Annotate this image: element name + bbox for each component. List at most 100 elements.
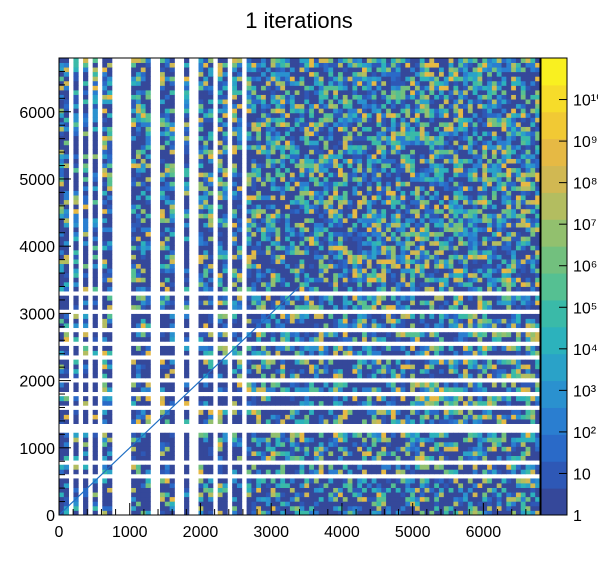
heatmap-cell	[453, 249, 459, 255]
heatmap-cell	[246, 437, 252, 443]
heatmap-cell	[501, 373, 507, 379]
heatmap-cell	[107, 240, 113, 246]
heatmap-cell	[328, 231, 334, 237]
heatmap-cell	[251, 295, 257, 301]
heatmap-cell	[289, 222, 296, 228]
heatmap-cell	[515, 496, 522, 502]
heatmap-cell	[294, 501, 300, 507]
heatmap-cell	[424, 227, 430, 233]
heatmap-cell	[140, 373, 146, 379]
heatmap-cell	[323, 400, 329, 406]
heatmap-cell	[467, 286, 474, 292]
heatmap-cell	[222, 300, 228, 306]
heatmap-cell	[511, 295, 517, 301]
heatmap-cell	[59, 441, 65, 447]
heatmap-cell	[246, 222, 252, 228]
heatmap-cell	[515, 345, 522, 351]
heatmap-cell	[530, 464, 536, 470]
heatmap-cell	[59, 464, 65, 470]
heatmap-cell	[236, 478, 243, 484]
heatmap-cell	[145, 469, 151, 475]
heatmap-cell	[304, 492, 310, 498]
heatmap-cell	[491, 414, 498, 420]
heatmap-cell	[222, 263, 228, 269]
heatmap-cell	[347, 496, 353, 502]
heatmap-cell	[453, 414, 459, 420]
heatmap-cell	[333, 277, 339, 283]
heatmap-cell	[232, 208, 238, 214]
heatmap-cell	[496, 268, 502, 274]
heatmap-cell	[140, 483, 146, 488]
heatmap-cell	[261, 487, 267, 493]
heatmap-cell	[208, 249, 214, 255]
heatmap-cell	[366, 368, 373, 374]
heatmap-cell	[371, 190, 377, 196]
heatmap-cell	[448, 373, 454, 379]
heatmap-cell	[386, 236, 392, 242]
heatmap-cell	[448, 505, 454, 511]
heatmap-cell	[299, 501, 305, 507]
heatmap-cell	[352, 501, 358, 507]
heatmap-cell	[280, 400, 286, 406]
heatmap-cell	[352, 387, 358, 393]
heatmap-cell	[410, 304, 416, 310]
heatmap-cell	[309, 259, 315, 265]
heatmap-cell	[410, 208, 416, 214]
heatmap-cell	[203, 313, 209, 319]
heatmap-cell	[371, 505, 377, 511]
heatmap-cell	[83, 455, 89, 461]
heatmap-cell	[463, 323, 469, 329]
heatmap-cell	[246, 396, 252, 402]
heatmap-cell	[318, 277, 324, 283]
heatmap-cell	[515, 419, 522, 424]
heatmap-cell	[265, 359, 272, 365]
heatmap-cell	[410, 478, 416, 484]
heatmap-cell	[410, 213, 416, 219]
heatmap-cell	[140, 304, 146, 310]
heatmap-cell	[280, 227, 286, 233]
heatmap-cell	[390, 222, 397, 228]
heatmap-cell	[362, 419, 368, 424]
heatmap-cell	[371, 259, 377, 265]
heatmap-cell	[511, 478, 517, 484]
heatmap-cell	[405, 245, 411, 251]
heatmap-cell	[366, 501, 373, 507]
heatmap-cell	[160, 455, 166, 461]
heatmap-cell	[501, 313, 507, 319]
heatmap-cell	[92, 231, 98, 237]
heatmap-cell	[265, 240, 272, 246]
heatmap-cell	[256, 286, 262, 292]
heatmap-cell	[313, 505, 320, 511]
heatmap-cell	[251, 505, 257, 511]
heatmap-cell	[448, 199, 454, 205]
heatmap-cell	[443, 222, 450, 228]
heatmap-cell	[198, 323, 204, 329]
heatmap-cell	[135, 286, 142, 292]
heatmap-cell	[371, 263, 377, 269]
heatmap-cell	[535, 469, 541, 475]
heatmap-cell	[429, 222, 435, 228]
heatmap-cell	[414, 240, 421, 246]
heatmap-cell	[376, 195, 382, 201]
heatmap-cell	[362, 195, 368, 201]
heatmap-cell	[424, 222, 430, 228]
heatmap-cell	[63, 464, 70, 470]
heatmap-cell	[434, 441, 440, 447]
heatmap-cell	[362, 464, 368, 470]
heatmap-cell	[236, 213, 243, 219]
heatmap-cell	[434, 359, 440, 365]
heatmap-cell	[328, 464, 334, 470]
heatmap-cell	[438, 245, 445, 251]
heatmap-cell	[347, 281, 353, 287]
heatmap-cell	[487, 208, 493, 214]
heatmap-cell	[289, 414, 296, 420]
heatmap-cell	[530, 373, 536, 379]
heatmap-cell	[371, 464, 377, 470]
heatmap-cell	[357, 268, 363, 274]
heatmap-cell	[467, 414, 474, 420]
heatmap-cell	[506, 204, 512, 210]
heatmap-cell	[501, 336, 507, 342]
heatmap-cell	[323, 227, 329, 233]
heatmap-cell	[438, 483, 445, 488]
heatmap-cell	[501, 432, 507, 438]
